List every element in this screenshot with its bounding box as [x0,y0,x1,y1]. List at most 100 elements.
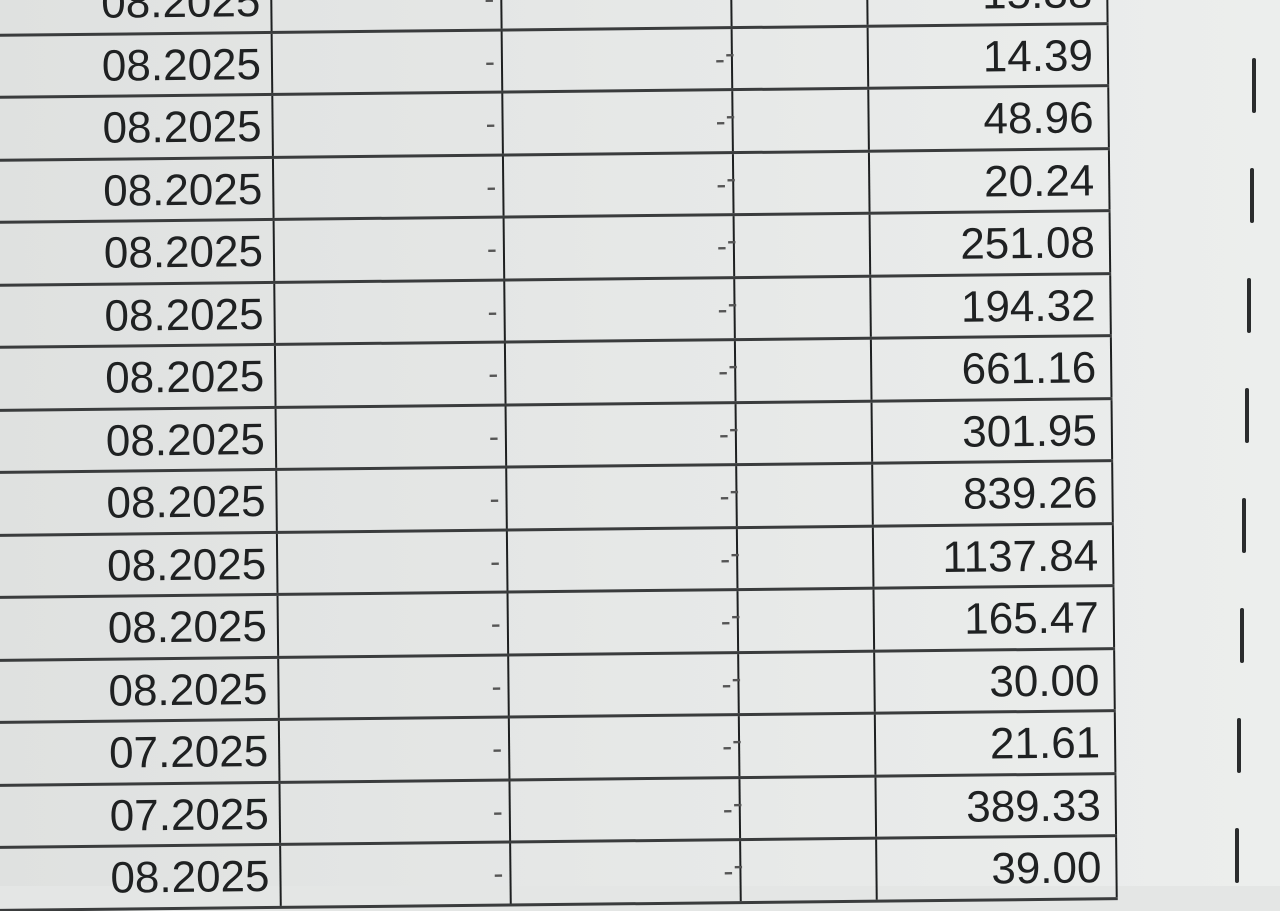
empty-cell: - [507,466,738,529]
empty-cell: - [733,777,878,839]
empty-cell: - [506,403,738,466]
dash-mark: - [714,0,725,28]
dash-mark: - [491,732,503,766]
amount-cell: 839.26 [873,462,1114,525]
dash-segment [1234,828,1239,883]
dash-mark: - [733,849,744,883]
dash-mark: - [719,480,730,514]
dash-mark: - [486,170,497,204]
empty-cell: - [271,0,503,31]
dash-segment [1242,498,1246,553]
table-row: 08.2025 - - - 301.95 [0,399,1114,474]
empty-cell: - [731,652,876,714]
amount-cell: 21.61 [875,712,1117,775]
dash-mark: - [726,161,737,195]
empty-cell: - [503,153,735,216]
table-row: 08.2025 - - - 251.08 [0,212,1112,287]
dash-mark: - [725,99,736,133]
dash-segment [1252,58,1256,113]
amount-cell: 251.08 [870,212,1112,275]
empty-cell: - [727,277,872,339]
dash-mark: - [722,792,733,826]
empty-cell: - [279,718,511,781]
table-row: 07.2025 - - - 21.61 [0,712,1117,787]
dash-mark: - [484,45,496,79]
empty-cell: - [725,89,870,151]
dash-mark: - [714,42,726,76]
dash-segment [1244,388,1249,443]
dash-segment [1237,718,1241,773]
empty-cell: - [277,531,509,593]
dash-mark: - [491,670,502,704]
dash-mark: - [716,230,728,264]
table-row: 08.2025 - - - 839.26 [0,462,1114,537]
dash-mark: - [727,349,739,383]
dash-segment [1249,168,1254,223]
empty-cell: - [509,653,740,716]
empty-cell: - [727,214,872,276]
amount-cell: 389.33 [876,774,1118,837]
period-cell: 08.2025 [0,408,278,471]
period-cell: 08.2025 [0,345,277,409]
empty-cell: - [274,218,506,281]
dash-mark: - [484,0,495,31]
dash-mark: - [488,357,499,391]
empty-cell: - [732,714,877,776]
dash-mark: - [716,167,727,201]
period-cell: 08.2025 [0,95,274,159]
table-row: 08.2025 - - - 165.47 [0,587,1116,662]
dash-mark: - [729,474,740,508]
empty-cell: - [728,339,873,401]
dash-mark: - [487,295,498,329]
period-cell: 08.2025 [0,0,273,34]
dash-mark: - [490,607,502,641]
dash-mark: - [724,0,735,22]
dash-mark: - [730,599,741,633]
amount-cell: 20.24 [869,149,1111,212]
dash-mark: - [728,411,739,445]
table-row: 08.2025 - - - 14.39 [0,24,1110,99]
dash-mark: - [485,107,496,141]
empty-cell: - [510,778,742,841]
dash-mark: - [726,224,738,258]
period-cell: 08.2025 [0,220,276,284]
amount-cell: 661.16 [871,337,1113,400]
empty-cell: - [733,839,878,901]
empty-cell: - [275,281,506,343]
dash-mark: - [723,855,734,889]
empty-cell: - [507,528,739,591]
empty-cell: - [277,468,508,531]
period-cell: 08.2025 [0,33,274,96]
amount-cell: 14.39 [868,24,1110,87]
dash-mark: - [489,482,500,516]
table-row: 08.2025 - - - 39.00 [0,837,1118,911]
period-cell: 07.2025 [0,720,281,784]
period-cell: 08.2025 [0,658,280,721]
period-cell: 08.2025 [0,595,280,659]
dash-mark: - [731,661,742,695]
dash-mark: - [721,667,732,701]
amount-cell: 301.95 [872,399,1114,462]
dash-mark: - [717,292,728,326]
period-cell: 08.2025 [0,533,279,596]
dash-mark: - [732,786,743,820]
empty-cell: - [505,341,737,404]
data-table: 08.2025 - - - 15.3808.2025 - - - 14.3908… [0,0,1118,911]
empty-cell: - [504,216,736,279]
dash-mark: - [720,605,731,639]
amount-cell: 165.47 [874,587,1116,650]
period-cell: 07.2025 [0,783,282,846]
empty-cell: - [501,0,733,29]
table-row: 08.2025 - - - 30.00 [0,649,1116,724]
dash-mark: - [731,724,743,758]
dash-mark: - [719,542,731,576]
period-cell: 08.2025 [0,470,278,534]
table-row: 08.2025 - - - 48.96 [0,87,1110,162]
table-row: 08.2025 - - - 661.16 [0,337,1113,412]
amount-cell: 30.00 [875,649,1116,712]
amount-cell: 48.96 [869,87,1110,150]
table-row: 08.2025 - - - 20.24 [0,149,1111,224]
dash-mark: - [488,420,500,454]
amount-cell: 194.32 [871,274,1112,337]
